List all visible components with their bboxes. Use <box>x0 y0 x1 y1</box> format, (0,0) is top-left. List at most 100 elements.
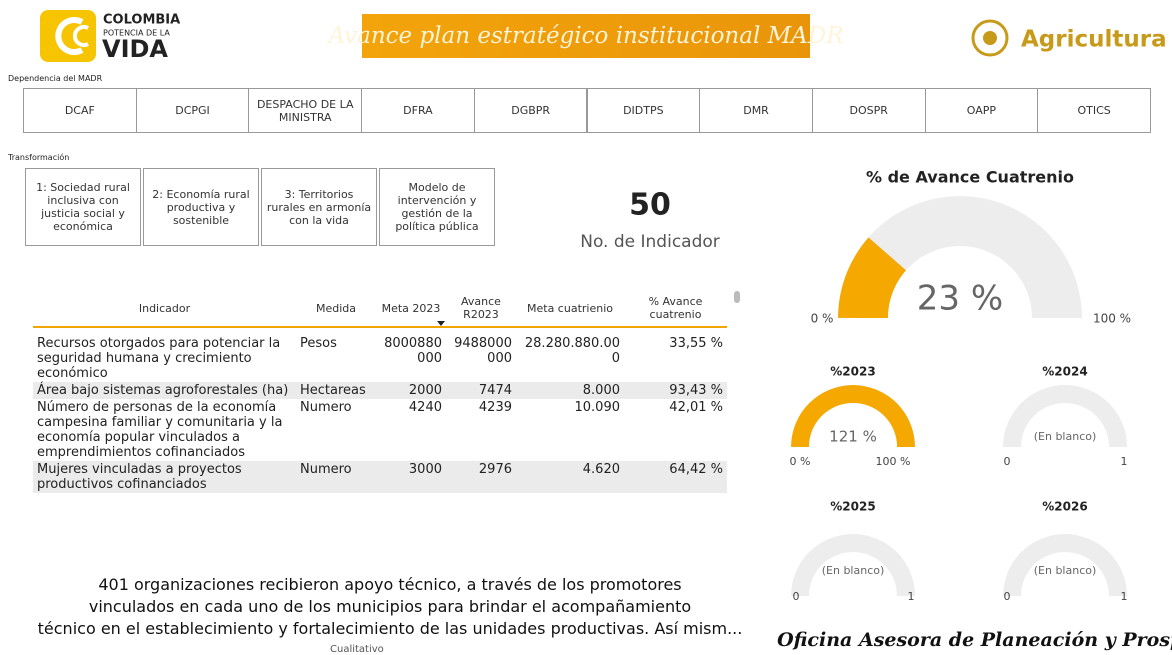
table-cell: 2976 <box>446 461 516 493</box>
gauge-value-label: 121 % <box>829 428 877 446</box>
kpi-label: No. de Indicador <box>580 232 720 252</box>
kpi-value: 50 <box>629 188 671 223</box>
footer-text: Oficina Asesora de Planeación y Prospect… <box>777 629 1172 651</box>
filter-button[interactable]: DCPGI <box>135 88 250 133</box>
table-cell: Número de personas de la economía campes… <box>37 400 283 460</box>
table-cell: Mujeres vinculadas a proyectos productiv… <box>33 461 296 493</box>
logo-mark <box>40 10 96 62</box>
filter-button[interactable]: DFRA <box>361 88 475 133</box>
column-header: % Avance cuatrenio <box>648 295 703 321</box>
column-header: Avance R2023 <box>461 295 501 321</box>
logo-text: POTENCIA DE LA <box>103 29 170 38</box>
section-label: Dependencia del MADR <box>8 74 103 83</box>
gauge-max-label: 1 <box>1121 590 1128 603</box>
table-cell: 28.280.880.000 <box>524 336 620 366</box>
table-cell: 9488000000 <box>454 336 512 366</box>
gauge-title: % de Avance Cuatrenio <box>866 168 1074 187</box>
gauge-max-label: 1 <box>1121 455 1128 468</box>
gauge-value-label: (En blanco) <box>1034 564 1097 577</box>
logo-text: VIDA <box>102 35 168 63</box>
gauge-track <box>1003 534 1127 596</box>
logo-text: COLOMBIA <box>103 13 180 28</box>
gauge-min-label: 0 % <box>790 455 811 468</box>
gauge-max-label: 1 <box>908 590 915 603</box>
table-row: Mujeres vinculadas a proyectos productiv… <box>33 461 727 493</box>
column-header: Meta cuatrienio <box>527 301 613 315</box>
table-cell: 33,55 % <box>669 336 723 351</box>
gauge-title: %2023 <box>830 365 875 379</box>
table-cell: Numero <box>296 461 376 493</box>
table-cell: 42,01 % <box>669 400 723 415</box>
brand: Agricultura <box>1021 27 1167 53</box>
emblem <box>983 31 997 45</box>
summary: 401 organizaciones recibieron apoyo técn… <box>0 574 780 640</box>
logo-shape <box>72 25 89 47</box>
table-row: Área bajo sistemas agroforestales (ha) He… <box>33 382 727 399</box>
logo-shape <box>55 17 84 55</box>
section-label: Transformación <box>8 153 70 162</box>
table-cell: 93,43 % <box>624 382 727 399</box>
banner-title: Avance plan estratégico institucional MA… <box>326 23 843 49</box>
summary-line: vinculados en cada uno de los municipios… <box>88 597 692 616</box>
filter-button[interactable]: DESPACHO DE LA MINISTRA <box>248 88 363 133</box>
table-cell: 4.620 <box>516 461 624 493</box>
filter-button[interactable]: DMR <box>699 88 813 133</box>
table-cell: Numero <box>300 400 352 415</box>
summary-line: técnico en el establecimiento y fortalec… <box>37 619 743 638</box>
gauge-min-label: 0 <box>1004 455 1011 468</box>
filter-button[interactable]: OAPP <box>924 88 1039 133</box>
gauge-value <box>791 385 915 447</box>
gauge-track <box>1003 385 1127 447</box>
filter-button[interactable]: DGBPR <box>473 88 588 133</box>
filter-button[interactable]: DCAF <box>23 88 137 133</box>
gauge-title: %2024 <box>1042 365 1087 379</box>
filter-button[interactable]: OTICS <box>1037 88 1151 133</box>
table-cell: 4240 <box>408 400 442 415</box>
column-header: Meta 2023 <box>381 301 441 315</box>
gauge-title: %2025 <box>830 500 875 514</box>
table-cell: 8000880000 <box>384 336 442 366</box>
table-cell: Pesos <box>300 336 337 351</box>
gauge-value-label: (En blanco) <box>1034 430 1097 443</box>
column-header: Indicador <box>138 301 191 315</box>
caption: Cualitativo <box>330 644 384 655</box>
gauge-value-label: 23 % <box>917 279 1003 319</box>
gauge-value-label: (En blanco) <box>822 564 885 577</box>
table-header: Indicador Medida Meta 2023 Avance R2023 Meta… <box>33 290 727 327</box>
gauge-min-label: 0 <box>793 590 800 603</box>
table-cell: 2000 <box>376 382 446 399</box>
filter-button[interactable]: DOSPR <box>811 88 926 133</box>
table-cell: 4239 <box>478 400 512 415</box>
table: Indicador Medida Meta 2023 Avance R2023 Meta… <box>33 290 727 493</box>
filter-button[interactable]: 3: Territorios rurales en armonía con la… <box>261 168 377 246</box>
banner <box>362 14 810 58</box>
table-cell: 64,42 % <box>624 461 727 493</box>
table-row: Recursos otorgados para potenciar la seg… <box>33 327 727 382</box>
gauge-min-label: 0 <box>1004 590 1011 603</box>
emblem <box>971 19 1009 57</box>
table-wrap: Indicador Medida Meta 2023 Avance R2023 Meta… <box>33 290 733 493</box>
table-cell: Recursos otorgados para potenciar la seg… <box>37 336 281 381</box>
gauge-max-label: 100 % <box>1093 312 1131 326</box>
gauge-track <box>791 534 915 596</box>
filter-button[interactable]: DIDTPS <box>586 88 701 133</box>
column-header: Medida <box>315 301 357 315</box>
gauge-min-label: 0 % <box>811 312 834 326</box>
summary-line: 401 organizaciones recibieron apoyo técn… <box>98 575 682 594</box>
table-cell: 8.000 <box>516 382 624 399</box>
filter-button[interactable]: Modelo de intervención y gestión de la p… <box>379 168 495 246</box>
table-cell: Área bajo sistemas agroforestales (ha) <box>33 382 296 399</box>
gauge-title: %2026 <box>1042 500 1087 514</box>
table-cell: 3000 <box>376 461 446 493</box>
table-row: Número de personas de la economía campes… <box>33 399 727 461</box>
gauge-max-label: 100 % <box>876 455 911 468</box>
sort-arrow <box>437 321 445 326</box>
filter-button[interactable]: 2: Economía rural productiva y sostenibl… <box>143 168 259 246</box>
scrollbar[interactable] <box>734 291 740 303</box>
filter-button[interactable]: 1: Sociedad rural inclusiva con justicia… <box>25 168 141 246</box>
gauge-value <box>838 237 907 318</box>
table-cell: Hectareas <box>296 382 376 399</box>
table-cell: 7474 <box>446 382 516 399</box>
